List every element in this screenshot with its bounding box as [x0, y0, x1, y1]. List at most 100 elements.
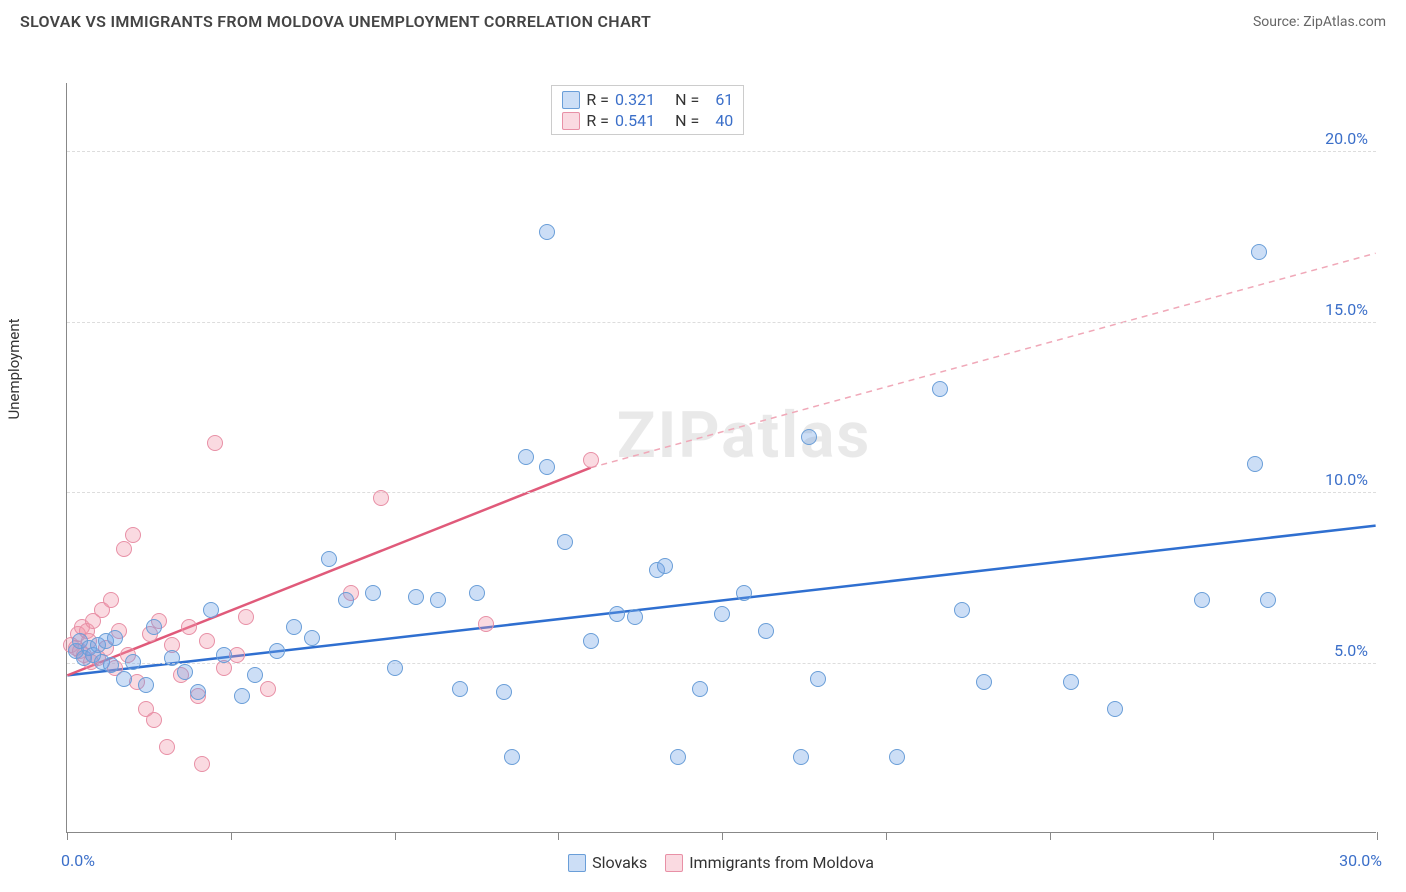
n-label: N =: [675, 111, 699, 130]
scatter-point-slovaks: [954, 602, 970, 618]
scatter-point-moldova: [181, 619, 197, 635]
scatter-point-slovaks: [1194, 592, 1210, 608]
source-attribution: Source: ZipAtlas.com: [1253, 14, 1386, 30]
scatter-point-slovaks: [286, 619, 302, 635]
scatter-point-slovaks: [976, 674, 992, 690]
legend-swatch: [665, 854, 683, 872]
r-label: R =: [586, 111, 609, 130]
trend-line: [591, 253, 1376, 467]
scatter-point-slovaks: [1260, 592, 1276, 608]
scatter-point-slovaks: [889, 749, 905, 765]
scatter-point-slovaks: [496, 684, 512, 700]
stats-legend-row: R =0.321N =61: [562, 90, 733, 109]
scatter-point-slovaks: [365, 585, 381, 601]
x-tick-mark: [1377, 832, 1378, 840]
stats-legend: R =0.321N =61R =0.541N =40: [551, 85, 744, 135]
scatter-point-slovaks: [932, 381, 948, 397]
scatter-point-moldova: [260, 681, 276, 697]
n-label: N =: [675, 90, 699, 109]
n-value: 40: [705, 111, 733, 130]
scatter-point-slovaks: [408, 589, 424, 605]
legend-label: Immigrants from Moldova: [689, 853, 874, 872]
scatter-point-moldova: [207, 435, 223, 451]
scatter-point-slovaks: [338, 592, 354, 608]
scatter-point-slovaks: [177, 664, 193, 680]
scatter-point-slovaks: [557, 534, 573, 550]
y-tick-label: 20.0%: [1325, 129, 1368, 148]
scatter-point-slovaks: [583, 633, 599, 649]
x-tick-mark: [1050, 832, 1051, 840]
legend-item-slovaks: Slovaks: [568, 853, 647, 872]
scatter-point-slovaks: [164, 650, 180, 666]
scatter-point-slovaks: [801, 429, 817, 445]
scatter-point-slovaks: [387, 660, 403, 676]
scatter-point-slovaks: [657, 558, 673, 574]
scatter-point-moldova: [159, 739, 175, 755]
scatter-point-slovaks: [304, 630, 320, 646]
y-axis-label: Unemployment: [5, 318, 23, 419]
y-tick-label: 5.0%: [1334, 641, 1368, 660]
scatter-point-slovaks: [321, 551, 337, 567]
stats-legend-row: R = 0.541 N = 40: [562, 111, 733, 130]
r-value: 0.541: [615, 111, 655, 130]
x-tick-mark: [67, 832, 68, 840]
scatter-point-slovaks: [1251, 244, 1267, 260]
source-prefix: Source:: [1253, 14, 1303, 30]
scatter-point-slovaks: [1247, 456, 1263, 472]
trend-line: [67, 526, 1375, 676]
scatter-point-slovaks: [234, 688, 250, 704]
y-tick-label: 15.0%: [1325, 300, 1368, 319]
scatter-point-slovaks: [103, 657, 119, 673]
scatter-point-slovaks: [146, 619, 162, 635]
x-tick-mark: [395, 832, 396, 840]
scatter-point-slovaks: [1063, 674, 1079, 690]
scatter-point-slovaks: [247, 667, 263, 683]
scatter-point-slovaks: [670, 749, 686, 765]
scatter-point-slovaks: [539, 224, 555, 240]
gridline-horizontal: [67, 322, 1376, 323]
scatter-point-slovaks: [810, 671, 826, 687]
scatter-point-slovaks: [692, 681, 708, 697]
trend-lines: [67, 83, 1376, 832]
series-legend: Slovaks Immigrants from Moldova: [66, 853, 1376, 872]
chart-title: SLOVAK VS IMMIGRANTS FROM MOLDOVA UNEMPL…: [20, 12, 651, 31]
x-tick-mark: [558, 832, 559, 840]
scatter-point-slovaks: [609, 606, 625, 622]
gridline-horizontal: [67, 492, 1376, 493]
scatter-point-moldova: [238, 609, 254, 625]
scatter-point-slovaks: [793, 749, 809, 765]
r-label: R =: [586, 90, 609, 109]
scatter-point-slovaks: [125, 654, 141, 670]
legend-swatch: [568, 854, 586, 872]
x-tick-mark: [722, 832, 723, 840]
scatter-point-slovaks: [216, 647, 232, 663]
scatter-point-slovaks: [539, 459, 555, 475]
scatter-point-slovaks: [269, 643, 285, 659]
scatter-point-slovaks: [1107, 701, 1123, 717]
source-name: ZipAtlas.com: [1303, 14, 1386, 30]
scatter-point-slovaks: [627, 609, 643, 625]
scatter-point-moldova: [216, 660, 232, 676]
scatter-point-slovaks: [736, 585, 752, 601]
scatter-point-moldova: [103, 592, 119, 608]
scatter-point-slovaks: [203, 602, 219, 618]
scatter-point-slovaks: [518, 449, 534, 465]
scatter-point-slovaks: [107, 630, 123, 646]
scatter-point-slovaks: [138, 677, 154, 693]
gridline-horizontal: [67, 663, 1376, 664]
legend-label: Slovaks: [592, 853, 647, 872]
x-tick-mark: [231, 832, 232, 840]
legend-swatch: [562, 91, 580, 109]
scatter-point-slovaks: [116, 671, 132, 687]
y-tick-label: 10.0%: [1325, 470, 1368, 489]
scatter-point-slovaks: [469, 585, 485, 601]
scatter-point-slovaks: [452, 681, 468, 697]
legend-swatch: [562, 112, 580, 130]
plot-area: ZIPatlas R =0.321N =61R =0.541N =40 5.0%…: [66, 83, 1376, 833]
scatter-point-moldova: [125, 527, 141, 543]
scatter-point-moldova: [583, 452, 599, 468]
scatter-point-slovaks: [430, 592, 446, 608]
scatter-point-moldova: [373, 490, 389, 506]
scatter-point-slovaks: [190, 684, 206, 700]
chart-container: Unemployment ZIPatlas R =0.321N =61R =0.…: [20, 39, 1386, 883]
